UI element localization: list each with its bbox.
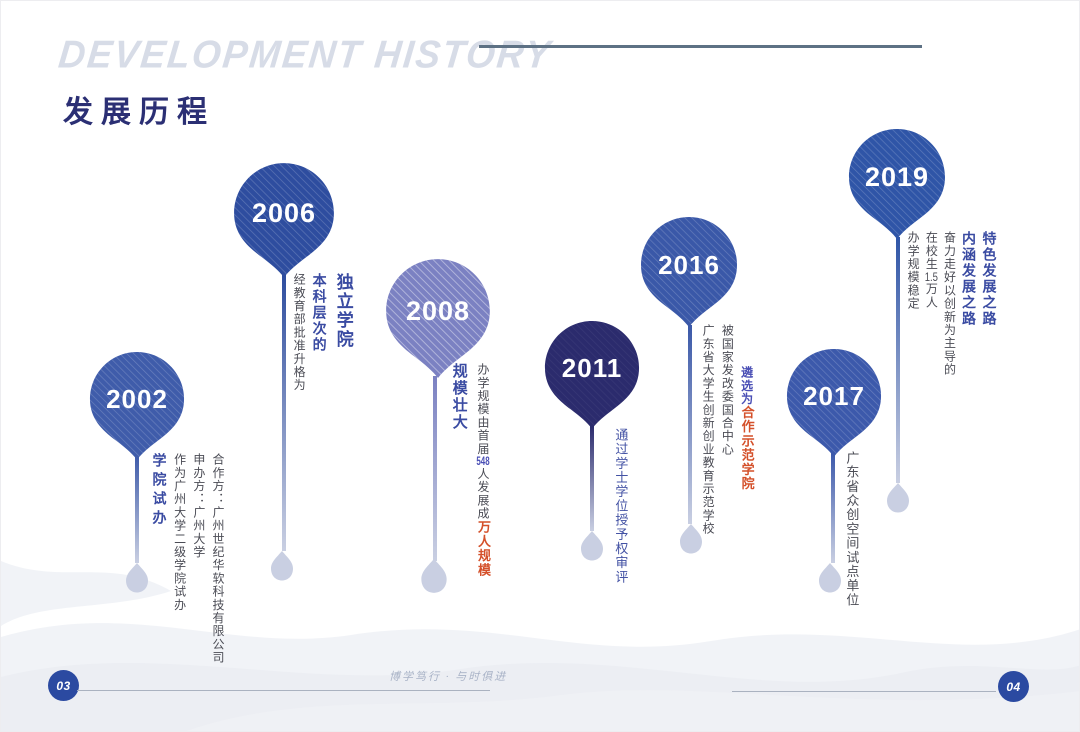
- droplet-2002: [126, 563, 148, 593]
- milestone-2011-text: 通过学士学位授予权审评: [613, 428, 628, 584]
- milestone-2016-org-line: 被国家发改委国合中心: [720, 324, 735, 456]
- balloon-2006-hatch: [234, 163, 334, 278]
- footer-motto: 博学笃行 · 与时俱进: [389, 671, 508, 683]
- droplet-2017: [819, 563, 841, 593]
- milestone-2019-title-2: 内涵发展之路: [960, 231, 977, 327]
- milestone-2008-body: 办学规模由首届548人发展成万人规模: [476, 363, 491, 577]
- milestone-2019-note-line: 办学规模稳定: [906, 231, 921, 311]
- milestone-2008-balloon: 2008: [386, 259, 490, 593]
- balloon-2016-hatch: [641, 217, 737, 327]
- year-2008: 2008: [406, 296, 470, 326]
- year-2016: 2016: [658, 250, 720, 280]
- milestone-2008-body-number: 548: [476, 455, 490, 468]
- milestone-2002-text: 合作方：广州世纪华软科技有限公司 申办方：广州大学 作为广州大学二级学院试办 学…: [151, 453, 225, 664]
- milestone-2019-effort-line: 奋力走好以创新为主导的: [942, 231, 957, 377]
- milestone-2011-note-line: 通过学士学位授予权审评: [613, 428, 629, 585]
- milestone-2017-balloon: 2017: [786, 348, 882, 593]
- page-number-left-badge: 03: [48, 670, 79, 701]
- balloon-2017-hatch: [786, 348, 882, 457]
- milestone-2006-title-sub: 本科层次的: [311, 273, 328, 353]
- milestone-2016-selection-pre: 遴选为: [739, 366, 754, 406]
- header-rule: [479, 45, 922, 48]
- milestone-2019-students-line: 在校生1.5万人: [924, 231, 938, 309]
- milestone-2006-note-line: 经教育部批准升格为: [292, 273, 307, 392]
- year-2006: 2006: [252, 198, 316, 228]
- milestone-2008-title: 规模壮大: [450, 363, 468, 431]
- droplet-2016: [680, 524, 702, 554]
- droplet-2011: [581, 531, 603, 561]
- milestone-2019-students-number: 1.5: [924, 270, 938, 283]
- milestone-2002-applicant-line: 申办方：广州大学: [191, 453, 206, 559]
- droplet-2019: [887, 483, 909, 513]
- milestone-2019-students-post: 万人: [924, 282, 939, 310]
- milestone-2017-text: 广东省众创空间试点单位: [844, 451, 859, 607]
- milestone-2008-body-mid: 人发展成: [476, 467, 491, 521]
- milestone-2019-title-1: 特色发展之路: [981, 231, 998, 327]
- milestone-2002-balloon: 2002: [89, 351, 185, 593]
- milestone-2016-text: 遴选为合作示范学院 被国家发改委国合中心 广东省大学生创新创业教育示范学校: [701, 324, 755, 536]
- year-2002: 2002: [106, 384, 168, 414]
- page-title: 发展历程: [63, 96, 215, 129]
- year-2019: 2019: [865, 162, 929, 192]
- milestone-2006-text: 独立学院 本科层次的 经教育部批准升格为: [292, 273, 353, 392]
- year-2017: 2017: [803, 381, 865, 411]
- milestone-2006-balloon: 2006: [234, 163, 334, 581]
- milestone-2016-balloon: 2016: [641, 217, 737, 554]
- page-number-right-badge: 04: [998, 671, 1029, 702]
- balloon-2019-hatch: [849, 129, 945, 239]
- milestone-2016-note-line: 广东省大学生创新创业教育示范学校: [701, 324, 716, 536]
- milestone-2016-selection-highlight: 合作示范学院: [739, 405, 755, 491]
- milestone-2006-title-main: 独立学院: [333, 273, 353, 349]
- footer-rule-left: [77, 690, 490, 691]
- milestone-2002-partner-line: 合作方：广州世纪华软科技有限公司: [210, 453, 225, 665]
- milestone-2008-text: 办学规模由首届548人发展成万人规模 规模壮大: [450, 363, 491, 577]
- year-2011: 2011: [562, 353, 622, 383]
- droplet-2008: [421, 558, 447, 593]
- milestone-2019-students-pre: 在校生: [924, 231, 939, 271]
- milestone-2016-selection: 遴选为合作示范学院: [739, 324, 755, 491]
- balloon-2011-hatch: [544, 320, 640, 429]
- balloon-2008-hatch: [386, 259, 490, 378]
- milestone-2002-title: 学院试办: [151, 453, 168, 529]
- balloon-2002-hatch: [89, 351, 185, 460]
- droplet-2006: [271, 551, 293, 581]
- footer-rule-right: [732, 691, 996, 692]
- milestone-2002-note-line: 作为广州大学二级学院试办: [172, 453, 187, 612]
- milestone-2008-body-highlight: 万人规模: [476, 520, 492, 578]
- milestone-2008-body-pre: 办学规模由首届: [476, 363, 491, 456]
- milestone-2019-balloon: 2019: [849, 129, 945, 513]
- milestone-2017-note-line: 广东省众创空间试点单位: [844, 451, 860, 608]
- milestone-2019-text: 特色发展之路 内涵发展之路 奋力走好以创新为主导的 在校生1.5万人 办学规模稳…: [906, 231, 998, 377]
- milestone-2011-balloon: 2011: [544, 320, 640, 561]
